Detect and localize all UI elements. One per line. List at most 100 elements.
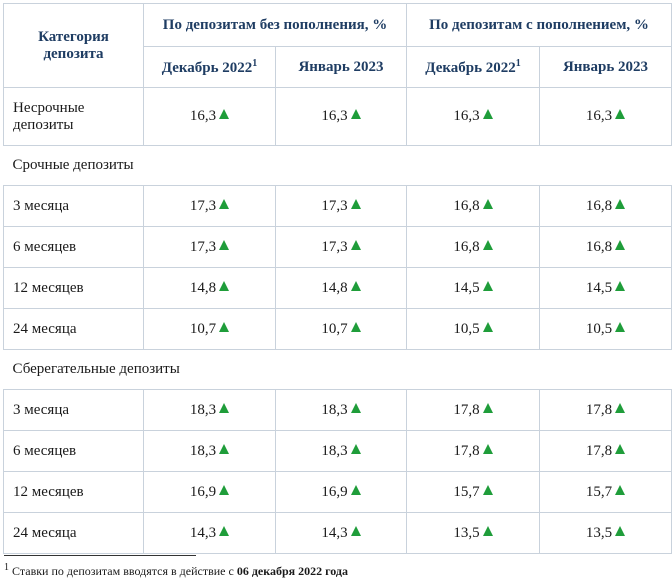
footnote-divider xyxy=(4,555,196,556)
table-row: 6 месяцев 17,3 17,3 16,8 16,8 xyxy=(3,226,672,268)
rate-cell: 14,3 xyxy=(143,512,276,554)
header-dec-2022: Декабрь 20221 xyxy=(143,46,276,88)
up-arrow-icon xyxy=(482,525,493,536)
up-arrow-icon xyxy=(350,109,361,119)
up-arrow-icon xyxy=(350,321,361,332)
rate-cell: 10,7 xyxy=(275,308,407,350)
rate-cell: 16,3 xyxy=(539,87,672,146)
header-jan-2023: Январь 2023 xyxy=(539,46,672,88)
row-label: 3 месяца xyxy=(3,389,144,431)
rate-cell: 17,8 xyxy=(539,389,672,431)
up-arrow-icon xyxy=(482,109,493,119)
row-label: Несрочные депозиты xyxy=(3,87,144,146)
rate-cell: 16,8 xyxy=(406,185,540,227)
up-arrow-icon xyxy=(219,443,230,454)
row-label: 24 месяца xyxy=(3,308,144,350)
up-arrow-icon xyxy=(482,321,493,332)
up-arrow-icon xyxy=(615,402,626,413)
table-row: 24 месяца 14,3 14,3 13,5 13,5 xyxy=(3,512,672,554)
row-label: 12 месяцев xyxy=(3,267,144,309)
rate-cell: 14,3 xyxy=(275,512,407,554)
row-label: 3 месяца xyxy=(3,185,144,227)
rate-cell: 15,7 xyxy=(539,471,672,513)
up-arrow-icon xyxy=(615,109,626,119)
up-arrow-icon xyxy=(482,402,493,413)
section-row: Срочные депозиты xyxy=(3,145,672,186)
rate-cell: 10,5 xyxy=(406,308,540,350)
rate-cell: 17,3 xyxy=(275,226,407,268)
rate-cell: 14,8 xyxy=(143,267,276,309)
table-row: 3 месяца 18,3 18,3 17,8 17,8 xyxy=(3,389,672,431)
section-term-deposits: Срочные депозиты xyxy=(3,145,672,186)
rate-cell: 16,9 xyxy=(143,471,276,513)
up-arrow-icon xyxy=(219,402,230,413)
up-arrow-icon xyxy=(219,280,230,291)
rate-cell: 13,5 xyxy=(406,512,540,554)
up-arrow-icon xyxy=(219,109,230,119)
up-arrow-icon xyxy=(219,484,230,495)
up-arrow-icon xyxy=(615,525,626,536)
rate-cell: 18,3 xyxy=(143,389,276,431)
deposit-rates-table: Категория депозита По депозитам без попо… xyxy=(3,3,672,554)
up-arrow-icon xyxy=(482,239,493,250)
header-group-no-topup: По депозитам без пополнения, % xyxy=(143,3,407,47)
table-row: 12 месяцев 16,9 16,9 15,7 15,7 xyxy=(3,471,672,513)
rate-cell: 17,3 xyxy=(143,226,276,268)
up-arrow-icon xyxy=(482,443,493,454)
rate-cell: 14,5 xyxy=(406,267,540,309)
up-arrow-icon xyxy=(615,321,626,332)
rate-cell: 17,8 xyxy=(406,430,540,472)
up-arrow-icon xyxy=(350,198,361,209)
rate-cell: 16,8 xyxy=(406,226,540,268)
table-row: 3 месяца 17,3 17,3 16,8 16,8 xyxy=(3,185,672,227)
rate-cell: 13,5 xyxy=(539,512,672,554)
rate-cell: 16,8 xyxy=(539,185,672,227)
rate-cell: 16,3 xyxy=(406,87,540,146)
rate-cell: 16,9 xyxy=(275,471,407,513)
up-arrow-icon xyxy=(615,484,626,495)
table-row: 24 месяца 10,7 10,7 10,5 10,5 xyxy=(3,308,672,350)
up-arrow-icon xyxy=(219,239,230,250)
up-arrow-icon xyxy=(350,280,361,291)
rate-cell: 15,7 xyxy=(406,471,540,513)
rate-cell: 17,3 xyxy=(275,185,407,227)
row-label: 6 месяцев xyxy=(3,430,144,472)
table-row: 12 месяцев 14,8 14,8 14,5 14,5 xyxy=(3,267,672,309)
up-arrow-icon xyxy=(482,198,493,209)
up-arrow-icon xyxy=(219,321,230,332)
up-arrow-icon xyxy=(219,198,230,209)
header-category: Категория депозита xyxy=(3,3,144,88)
header-group-topup: По депозитам с пополнением, % xyxy=(406,3,672,47)
row-label: 24 месяца xyxy=(3,512,144,554)
up-arrow-icon xyxy=(350,443,361,454)
rate-cell: 18,3 xyxy=(143,430,276,472)
up-arrow-icon xyxy=(350,239,361,250)
rate-cell: 16,8 xyxy=(539,226,672,268)
up-arrow-icon xyxy=(350,525,361,536)
up-arrow-icon xyxy=(482,280,493,291)
table-row: Несрочные депозиты 16,3 16,3 16,3 16,3 xyxy=(3,87,672,146)
up-arrow-icon xyxy=(615,239,626,250)
up-arrow-icon xyxy=(350,402,361,413)
rate-cell: 17,8 xyxy=(539,430,672,472)
up-arrow-icon xyxy=(615,280,626,291)
rate-cell: 17,8 xyxy=(406,389,540,431)
up-arrow-icon xyxy=(482,484,493,495)
footnote: 1 Ставки по депозитам вводятся в действи… xyxy=(4,562,348,578)
up-arrow-icon xyxy=(615,443,626,454)
rate-cell: 16,3 xyxy=(143,87,276,146)
rate-cell: 14,5 xyxy=(539,267,672,309)
rate-cell: 10,5 xyxy=(539,308,672,350)
row-label: 6 месяцев xyxy=(3,226,144,268)
up-arrow-icon xyxy=(350,484,361,495)
rate-cell: 14,8 xyxy=(275,267,407,309)
header-row-groups: Категория депозита По депозитам без попо… xyxy=(3,3,672,88)
header-row-periods: Декабрь 20221 Январь 2023 Декабрь 20221 … xyxy=(4,46,672,88)
rate-cell: 16,3 xyxy=(275,87,407,146)
table-row: 6 месяцев 18,3 18,3 17,8 17,8 xyxy=(3,430,672,472)
rate-cell: 18,3 xyxy=(275,430,407,472)
rate-cell: 17,3 xyxy=(143,185,276,227)
rate-cell: 10,7 xyxy=(143,308,276,350)
section-row: Сберегательные депозиты xyxy=(3,349,672,390)
header-dec-2022: Декабрь 20221 xyxy=(406,46,540,88)
